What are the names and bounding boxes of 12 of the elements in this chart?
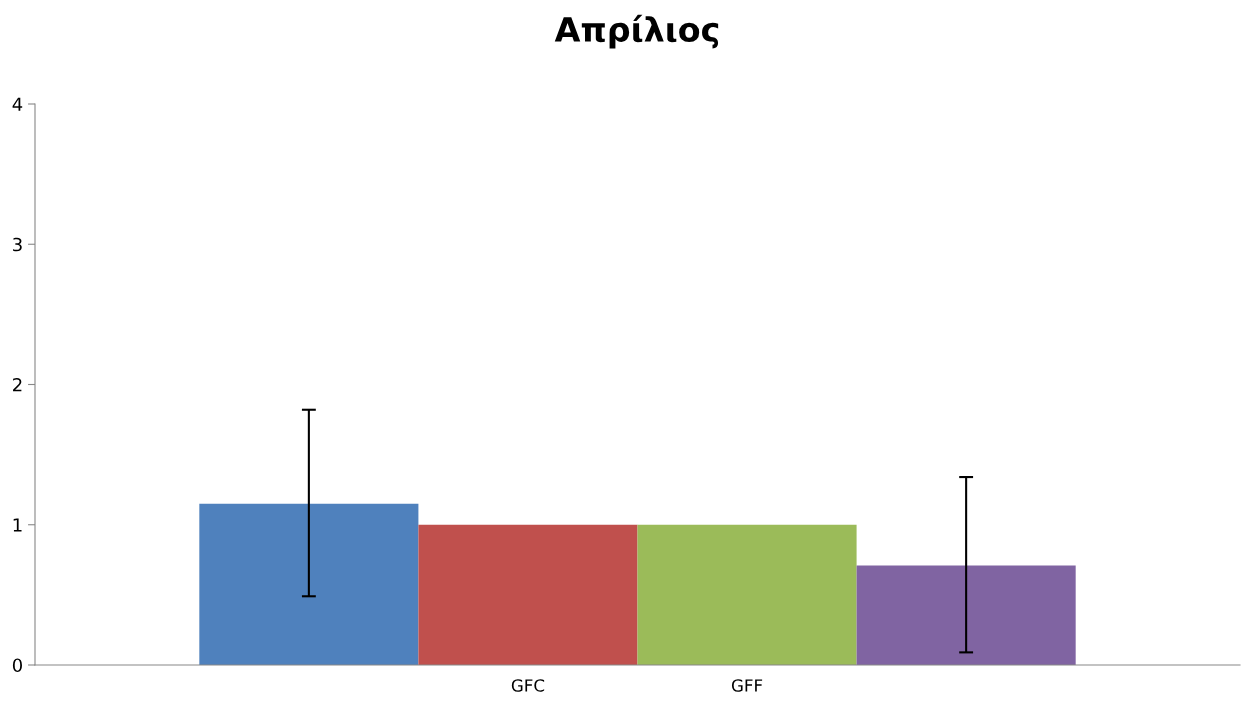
bar [199, 503, 419, 665]
x-tick-label: GFF [731, 679, 763, 692]
chart-title: Απρίλιος [554, 14, 719, 49]
y-tick-label: 2 [13, 377, 22, 392]
bar [856, 565, 1076, 665]
y-tick-label: 0 [12, 658, 22, 673]
y-tick-label: 4 [12, 97, 23, 111]
y-tick-label: 3 [13, 237, 22, 252]
bar [418, 524, 638, 665]
bar [637, 524, 857, 665]
y-tick-label: 1 [13, 518, 22, 532]
x-tick-label: GFC [511, 679, 545, 692]
